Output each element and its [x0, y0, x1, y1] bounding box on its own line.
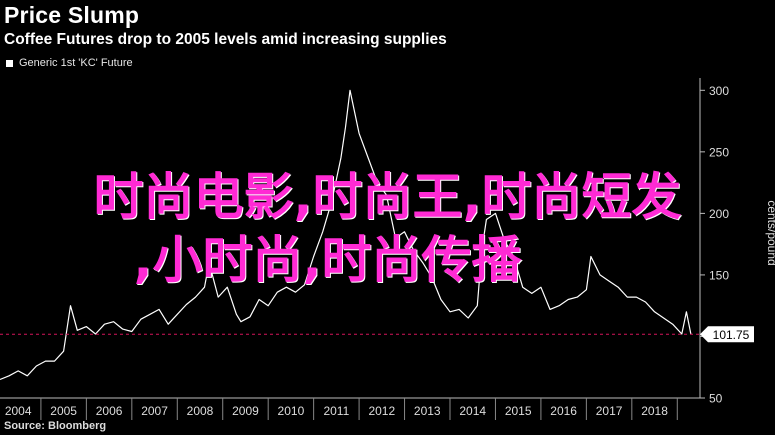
x-tick-label: 2012	[368, 404, 395, 418]
y-tick-label: 150	[709, 268, 729, 282]
last-value-label: 101.75	[713, 328, 750, 342]
x-tick-label: 2018	[641, 404, 668, 418]
chart-subtitle: Coffee Futures drop to 2005 levels amid …	[4, 31, 447, 48]
x-tick-label: 2007	[141, 404, 168, 418]
x-tick-label: 2015	[505, 404, 532, 418]
source-note: Source: Bloomberg	[4, 420, 107, 432]
x-tick-label: 2009	[232, 404, 259, 418]
y-tick-label: 300	[709, 84, 729, 98]
x-tick-label: 2017	[596, 404, 623, 418]
x-tick-label: 2006	[96, 404, 123, 418]
x-tick-label: 2004	[5, 404, 32, 418]
x-tick-label: 2016	[550, 404, 577, 418]
x-tick-label: 2010	[278, 404, 305, 418]
watermark-text-line1: 时尚电影,时尚王,时尚短发	[93, 168, 682, 226]
x-tick-label: 2014	[459, 404, 486, 418]
y-tick-label: 50	[709, 392, 723, 406]
x-tick-label: 2011	[323, 404, 349, 418]
y-tick-label: 200	[709, 207, 729, 221]
y-tick-label: 250	[709, 145, 729, 159]
legend-swatch	[6, 59, 13, 67]
x-tick-label: 2008	[187, 404, 214, 418]
legend-label: Generic 1st 'KC' Future	[19, 57, 133, 69]
watermark-text-line2: ,小时尚,时尚传播	[133, 231, 522, 289]
last-value-box	[700, 326, 754, 343]
series-line	[0, 89, 692, 381]
y-axis-label: cents/pound	[765, 200, 775, 265]
chart-title: Price Slump	[4, 2, 140, 28]
x-tick-label: 2005	[50, 404, 77, 418]
x-tick-label: 2013	[414, 404, 441, 418]
legend: Generic 1st 'KC' Future	[6, 57, 133, 69]
